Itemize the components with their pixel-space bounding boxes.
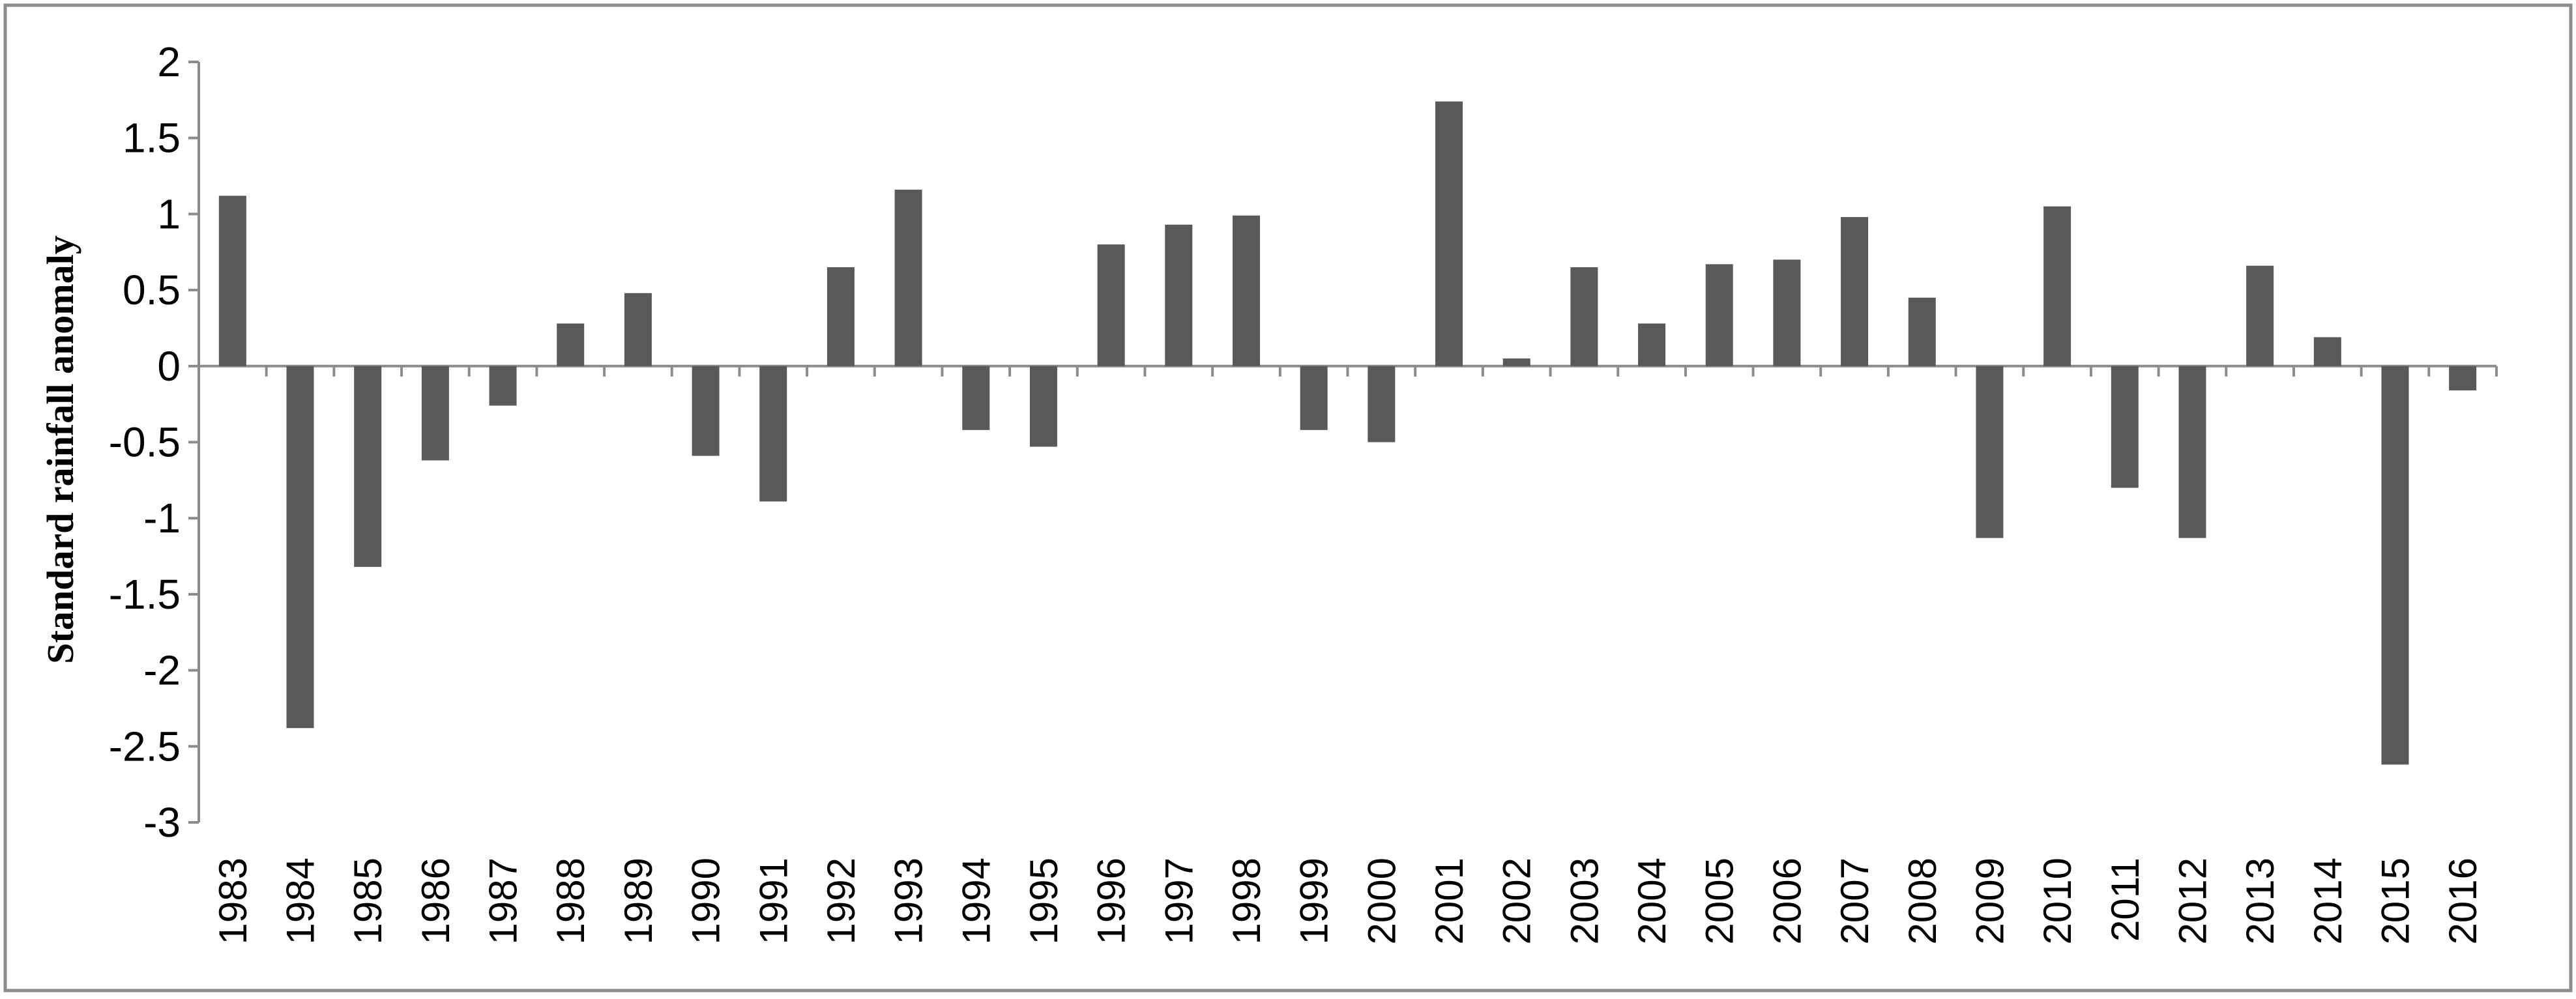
bar-2000 — [1368, 366, 1396, 442]
bar-1990 — [692, 366, 720, 456]
y-tick-label: -3 — [143, 799, 181, 846]
y-axis-title: Standard rainfall anomaly — [39, 235, 81, 663]
bar-2002 — [1502, 358, 1530, 366]
bar-2004 — [1638, 323, 1666, 366]
y-tick-label: 0.5 — [123, 267, 181, 313]
bar-1989 — [624, 293, 652, 366]
bar-1985 — [354, 366, 382, 567]
x-tick-label: 1986 — [414, 858, 458, 944]
x-tick-label: 1997 — [1157, 858, 1201, 944]
bar-2001 — [1435, 101, 1463, 366]
y-tick-label: -2 — [143, 647, 181, 694]
x-tick-label: 2002 — [1495, 858, 1539, 944]
x-tick-label: 2000 — [1360, 858, 1403, 944]
bar-2011 — [2111, 366, 2139, 488]
bar-2012 — [2178, 366, 2206, 538]
y-axis: 2 1.5 1 0.5 0 -0.5 -1 -1.5 -2 -2.5 -3 — [109, 38, 200, 846]
x-tick-label: 2013 — [2238, 858, 2282, 944]
x-tick-label: 1996 — [1090, 858, 1134, 944]
x-tick-label: 1989 — [617, 858, 660, 944]
bar-1991 — [759, 366, 787, 502]
x-tick-labels: 1983 1984 1985 1986 1987 1988 1989 1990 1991 1992… — [211, 858, 2485, 944]
x-tick-label: 1998 — [1225, 858, 1268, 944]
bar-1986 — [421, 366, 449, 461]
x-tick-label: 1990 — [684, 858, 728, 944]
y-tick-label: -0.5 — [109, 419, 181, 466]
x-tick-label: 1988 — [549, 858, 593, 944]
x-tick-label: 2003 — [1562, 858, 1606, 944]
x-tick-label: 2016 — [2441, 858, 2485, 944]
x-tick-label: 2008 — [1901, 858, 1944, 944]
x-tick-label: 2012 — [2171, 858, 2214, 944]
bar-2010 — [2043, 206, 2071, 366]
bar-1984 — [286, 366, 314, 729]
bar-2008 — [1908, 297, 1936, 366]
bar-2003 — [1570, 267, 1598, 366]
bar-2005 — [1705, 264, 1733, 366]
bars — [218, 101, 2477, 765]
x-tick-label: 2011 — [2103, 858, 2147, 942]
x-tick-label: 1995 — [1022, 858, 1066, 944]
bar-1997 — [1165, 224, 1193, 366]
bar-1988 — [557, 323, 585, 366]
x-tick-label: 1985 — [346, 858, 390, 944]
y-tick-label: -1 — [143, 495, 181, 542]
x-tick-label: 2014 — [2306, 858, 2350, 944]
bar-2007 — [1841, 217, 1869, 366]
x-tick-label: 2005 — [1698, 858, 1742, 944]
bar-2013 — [2246, 265, 2274, 366]
x-tick-label: 1994 — [954, 858, 998, 944]
y-tick-label: 1 — [157, 190, 181, 237]
bar-2015 — [2381, 366, 2409, 765]
y-tick-label: -1.5 — [109, 571, 181, 618]
x-tick-label: 2009 — [1968, 858, 2012, 944]
bar-1994 — [962, 366, 990, 430]
bar-2016 — [2449, 366, 2477, 391]
x-tick-label: 2010 — [2036, 858, 2079, 944]
bar-1996 — [1097, 244, 1125, 366]
bar-2009 — [1976, 366, 2004, 538]
x-tick-label: 2006 — [1765, 858, 1809, 944]
y-tick-label: 0 — [157, 343, 181, 390]
bar-1993 — [894, 190, 922, 366]
x-tick-label: 1983 — [211, 858, 255, 944]
y-tick-label: 2 — [157, 38, 181, 85]
y-tick-label: 1.5 — [123, 115, 181, 162]
bar-2014 — [2313, 337, 2341, 366]
bar-1995 — [1029, 366, 1057, 447]
bar-1992 — [827, 267, 855, 366]
bar-1999 — [1300, 366, 1328, 430]
x-tick-label: 2007 — [1833, 858, 1877, 944]
bar-1998 — [1232, 215, 1260, 366]
x-tick-label: 1992 — [819, 858, 863, 944]
bar-1983 — [218, 195, 246, 366]
x-tick-label: 1991 — [752, 858, 795, 944]
y-tick-label: -2.5 — [109, 723, 181, 770]
x-tick-label: 1993 — [887, 858, 931, 944]
bar-1987 — [489, 366, 517, 406]
x-tick-label: 2004 — [1630, 858, 1674, 944]
x-tick-label: 1987 — [482, 858, 525, 944]
x-tick-label: 1984 — [279, 858, 323, 944]
x-tick-label: 2015 — [2373, 858, 2417, 944]
chart-border — [3, 3, 2573, 992]
x-tick-label: 1999 — [1293, 858, 1336, 944]
bar-2006 — [1773, 259, 1801, 366]
x-tick-label: 2001 — [1427, 858, 1471, 944]
